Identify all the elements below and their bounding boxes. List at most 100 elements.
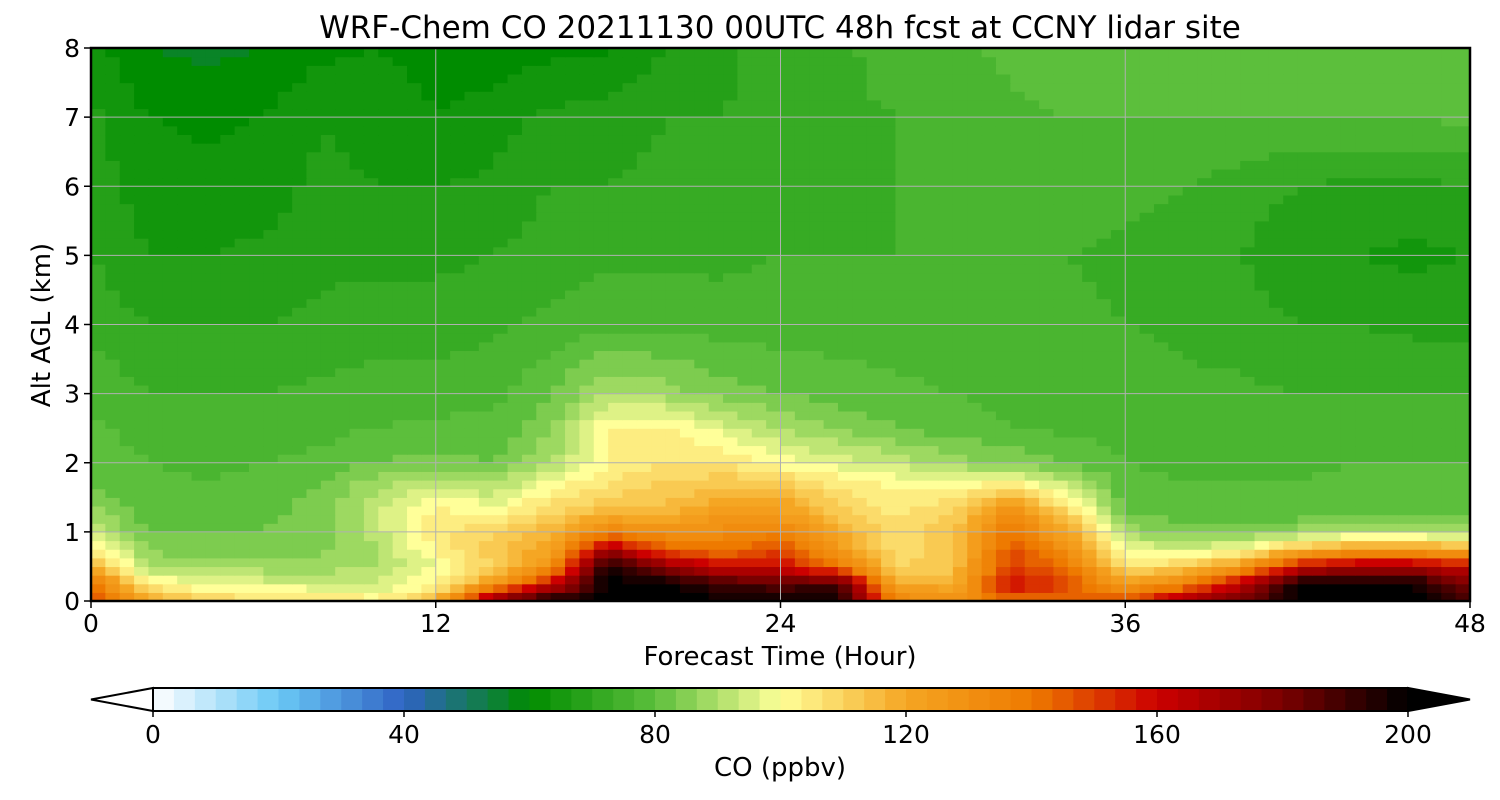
heatmap-cell <box>967 255 983 265</box>
heatmap-cell <box>608 592 624 601</box>
heatmap-cell <box>981 402 997 412</box>
heatmap-cell <box>1355 168 1371 179</box>
heatmap-cell <box>1283 566 1299 576</box>
heatmap-cell <box>1426 549 1442 559</box>
heatmap-cell <box>622 419 638 429</box>
heatmap-cell <box>651 376 667 386</box>
heatmap-cell <box>1441 238 1457 248</box>
heatmap-cell <box>1082 505 1098 516</box>
heatmap-cell <box>679 557 695 568</box>
heatmap-cell <box>363 445 379 455</box>
heatmap-cell <box>708 289 724 300</box>
heatmap-cell <box>263 281 279 291</box>
heatmap-cell <box>450 359 466 369</box>
heatmap-cell <box>249 488 264 498</box>
heatmap-cell <box>1383 445 1399 455</box>
heatmap-cell <box>1398 359 1414 369</box>
heatmap-cell <box>1082 497 1098 507</box>
heatmap-cell <box>1268 238 1284 248</box>
heatmap-cell <box>1053 229 1069 239</box>
heatmap-cell <box>636 160 652 170</box>
heatmap-cell <box>320 462 336 472</box>
heatmap-cell <box>780 350 796 360</box>
heatmap-cell <box>378 575 394 585</box>
heatmap-cell <box>1024 307 1040 317</box>
heatmap-cell <box>1326 307 1342 317</box>
heatmap-cell <box>924 264 940 274</box>
heatmap-cell <box>1283 419 1299 429</box>
heatmap-cell <box>593 212 609 222</box>
heatmap-cell <box>392 523 408 533</box>
heatmap-cell <box>780 229 796 239</box>
heatmap-cell <box>766 324 782 334</box>
heatmap-cell <box>435 229 451 239</box>
heatmap-cell <box>708 324 724 334</box>
heatmap-cell <box>837 212 853 222</box>
heatmap-cell <box>1311 367 1327 377</box>
heatmap-cell <box>306 220 322 231</box>
heatmap-cell <box>363 531 379 542</box>
heatmap-cell <box>1297 341 1313 352</box>
heatmap-cell <box>335 341 351 352</box>
heatmap-cell <box>349 419 365 429</box>
heatmap-cell <box>292 384 308 395</box>
heatmap-cell <box>837 488 853 498</box>
heatmap-cell <box>1125 531 1141 542</box>
heatmap-cell <box>794 428 810 438</box>
heatmap-cell <box>1297 428 1313 438</box>
heatmap-cell <box>1426 341 1442 352</box>
heatmap-cell <box>363 307 379 317</box>
heatmap-cell <box>392 505 408 516</box>
heatmap-cell <box>766 540 782 550</box>
heatmap-cell <box>881 575 897 585</box>
heatmap-cell <box>1168 376 1184 386</box>
heatmap-cell <box>622 203 638 213</box>
heatmap-cell <box>306 523 322 533</box>
heatmap-cell <box>1168 540 1184 550</box>
heatmap-cell <box>407 238 422 248</box>
heatmap-cell <box>737 583 753 593</box>
heatmap-cell <box>723 436 738 447</box>
heatmap-cell <box>636 549 652 559</box>
heatmap-cell <box>234 177 250 187</box>
heatmap-cell <box>1197 350 1213 360</box>
heatmap-cell <box>306 367 322 377</box>
heatmap-cell <box>1024 497 1040 507</box>
heatmap-cell <box>751 359 767 369</box>
heatmap-cell <box>1197 307 1213 317</box>
heatmap-cell <box>608 272 624 282</box>
heatmap-cell <box>450 203 466 213</box>
heatmap-cell <box>924 324 940 334</box>
heatmap-cell <box>1369 592 1385 601</box>
heatmap-cell <box>608 531 624 542</box>
heatmap-cell <box>148 203 164 213</box>
heatmap-cell <box>622 160 638 170</box>
heatmap-cell <box>1311 177 1327 187</box>
heatmap-cell <box>823 531 839 542</box>
heatmap-cell <box>737 350 753 360</box>
heatmap-cell <box>809 246 825 256</box>
heatmap-cell <box>1326 514 1342 524</box>
heatmap-cell <box>292 298 308 308</box>
heatmap-cell <box>119 186 135 196</box>
heatmap-cell <box>464 419 480 429</box>
heatmap-cell <box>320 298 336 308</box>
heatmap-cell <box>521 436 537 447</box>
heatmap-cell <box>593 384 609 395</box>
heatmap-cell <box>909 497 925 507</box>
heatmap-cell <box>1268 315 1284 326</box>
heatmap-cell <box>780 272 796 282</box>
heatmap-cell <box>1355 255 1371 265</box>
heatmap-cell <box>1283 350 1299 360</box>
heatmap-cell <box>464 229 480 239</box>
heatmap-cell <box>622 428 638 438</box>
heatmap-cell <box>105 289 121 300</box>
heatmap-cell <box>1010 359 1026 369</box>
heatmap-cell <box>1067 592 1083 601</box>
heatmap-cell <box>823 445 839 455</box>
heatmap-cell <box>205 402 221 412</box>
heatmap-cell <box>794 194 810 205</box>
heatmap-cell <box>407 177 422 187</box>
heatmap-cell <box>1053 289 1069 300</box>
heatmap-cell <box>1254 376 1270 386</box>
